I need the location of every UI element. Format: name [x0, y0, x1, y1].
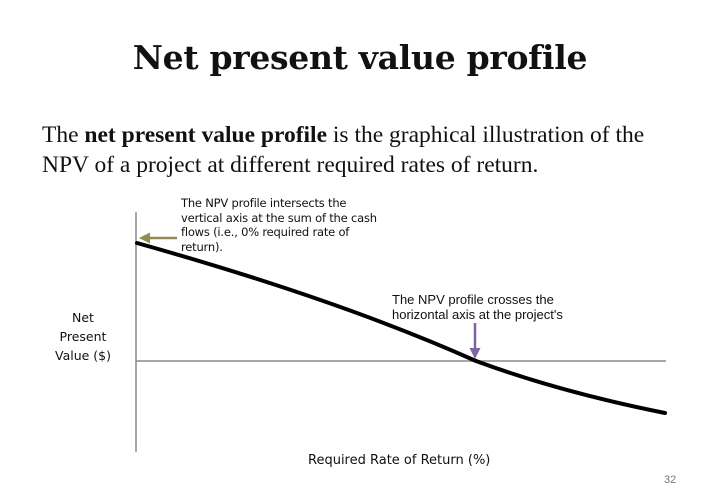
- x-axis-label: Required Rate of Return (%): [308, 453, 491, 468]
- intro-paragraph: The net present value profile is the gra…: [42, 120, 692, 180]
- left-arrow-icon: [139, 232, 177, 244]
- y-axis-label-line: Value ($): [54, 348, 111, 363]
- page-number: 32: [664, 474, 677, 486]
- npv-profile-curve: [135, 241, 667, 415]
- intro-bold-term: net present value profile: [84, 122, 328, 148]
- horizontal-intercept-annotation: The NPV profile crosses the horizontal a…: [392, 292, 563, 322]
- y-axis-label-line: Net: [72, 310, 94, 325]
- intro-text-rest: is the graphical illustration of the NPV…: [42, 122, 645, 178]
- y-axis-label-line: Present: [59, 329, 107, 344]
- slide-title: Net present value profile: [132, 38, 588, 77]
- vertical-intercept-annotation: The NPV profile intersects the vertical …: [181, 196, 377, 254]
- y-axis-label: Net Present Value ($): [48, 308, 118, 365]
- down-arrow-icon: [469, 323, 481, 359]
- intro-text-start: The: [42, 122, 85, 148]
